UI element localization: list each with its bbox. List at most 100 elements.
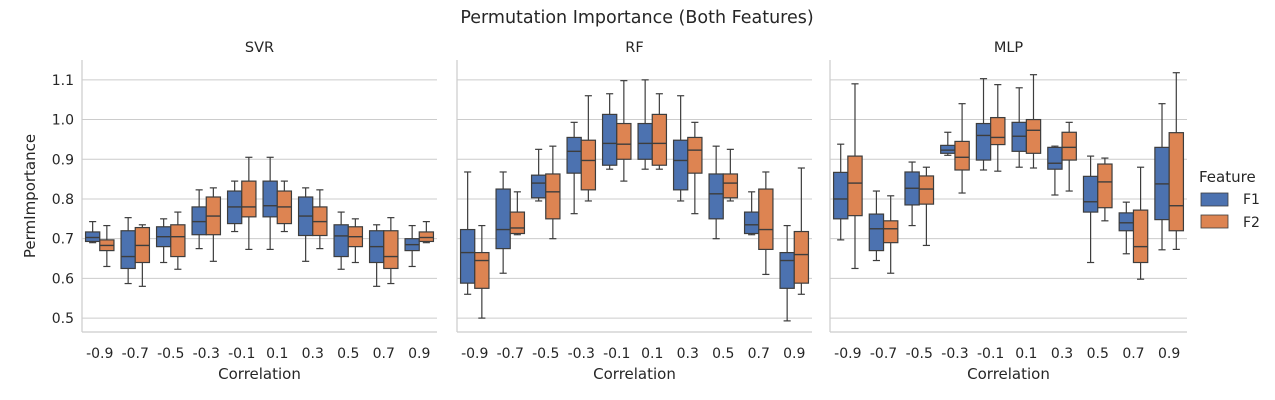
box-f2 xyxy=(1025,74,1042,169)
box-f1 xyxy=(155,218,172,264)
box-f2 xyxy=(793,167,810,295)
box-f1 xyxy=(904,161,920,227)
box-body xyxy=(383,230,399,270)
box-body xyxy=(672,139,689,191)
x-tick-label: 0.3 xyxy=(677,346,699,362)
box-body xyxy=(975,122,992,161)
box-body xyxy=(793,230,810,284)
legend-title: Feature xyxy=(1199,168,1256,186)
box-body xyxy=(687,136,703,174)
x-tick-label: -0.7 xyxy=(870,346,897,362)
box-body xyxy=(847,155,863,217)
box-f1 xyxy=(459,171,476,295)
box-body xyxy=(474,251,490,289)
box-body xyxy=(495,188,511,250)
x-tick-label: -0.9 xyxy=(834,346,861,362)
box-f2 xyxy=(1132,166,1149,280)
box-f2 xyxy=(616,80,632,182)
panel-2: MLP Correlation -0.9 -0.7 -0.5 -0.3 -0.1 0.1 0.3… xyxy=(829,40,1187,383)
box-body xyxy=(743,211,760,235)
x-tick-label: -0.3 xyxy=(941,346,968,362)
panels: 0.5 0.6 0.7 0.8 0.9 1.0 1.1 SVR Correlation PermI… xyxy=(21,40,1187,383)
box-f1 xyxy=(868,190,885,262)
box-f1 xyxy=(297,187,314,262)
box-body xyxy=(1132,209,1149,264)
box-f2 xyxy=(758,171,774,276)
x-tick-label: 0.7 xyxy=(1122,346,1144,362)
box-body xyxy=(170,224,186,258)
box-f1 xyxy=(1082,155,1099,264)
legend-label-f2: F2 xyxy=(1243,215,1260,231)
box-body xyxy=(832,171,849,220)
y-tick-label: 1.0 xyxy=(52,113,74,129)
box-f2 xyxy=(990,84,1006,172)
box-body xyxy=(882,220,899,244)
x-tick-label: 0.5 xyxy=(1087,346,1109,362)
box-body xyxy=(779,251,795,289)
x-tick-label: 0.5 xyxy=(337,346,359,362)
box-body xyxy=(530,174,547,199)
box-f2 xyxy=(722,148,739,202)
box-f1 xyxy=(601,93,618,170)
panel-title: MLP xyxy=(994,40,1024,56)
box-body xyxy=(333,224,349,258)
x-tick-label: 0.3 xyxy=(302,346,324,362)
box-f2 xyxy=(276,180,293,233)
box-body xyxy=(262,180,278,218)
x-tick-label: 0.9 xyxy=(1158,346,1180,362)
legend-label-f1: F1 xyxy=(1243,192,1260,208)
y-tick-label: 1.1 xyxy=(52,73,74,89)
box-body xyxy=(418,231,435,243)
box-f2 xyxy=(918,166,935,247)
box-f2 xyxy=(418,221,435,244)
x-tick-label: 0.5 xyxy=(712,346,734,362)
box-f2 xyxy=(651,93,668,170)
x-tick-label: -0.5 xyxy=(906,346,933,362)
box-f1 xyxy=(940,131,956,156)
box-f1 xyxy=(84,221,101,244)
box-f1 xyxy=(333,211,349,270)
x-tick-label: -0.5 xyxy=(157,346,184,362)
box-f2 xyxy=(687,121,703,215)
legend-swatch-f1 xyxy=(1200,192,1229,207)
box-body xyxy=(459,228,476,284)
box-f1 xyxy=(1011,87,1027,168)
box-f2 xyxy=(1061,121,1077,192)
box-f1 xyxy=(226,180,243,233)
box-body xyxy=(990,116,1006,146)
box-body xyxy=(120,230,136,270)
x-tick-label: -0.5 xyxy=(532,346,559,362)
x-tick-label: -0.9 xyxy=(86,346,113,362)
box-body xyxy=(722,173,739,199)
box-body xyxy=(708,173,724,220)
box-f2 xyxy=(383,217,399,285)
box-f1 xyxy=(404,224,420,268)
x-tick-label: 0.7 xyxy=(373,346,395,362)
x-axis-label: Correlation xyxy=(593,365,676,383)
box-f1 xyxy=(1047,145,1063,196)
x-tick-label: -0.9 xyxy=(461,346,488,362)
box-body xyxy=(758,188,774,251)
box-f1 xyxy=(708,145,724,240)
x-tick-label: 0.1 xyxy=(266,346,288,362)
box-body xyxy=(616,122,632,160)
box-f2 xyxy=(134,224,151,287)
box-f1 xyxy=(368,224,385,287)
panel-1: RF Correlation -0.9 -0.7 -0.5 -0.3 -0.1 0.1 0.3 0… xyxy=(456,40,812,383)
box-f2 xyxy=(882,195,899,274)
figure-title: Permutation Importance (Both Features) xyxy=(460,8,813,28)
box-body xyxy=(241,180,257,218)
y-tick-label: 0.9 xyxy=(52,152,74,168)
box-body xyxy=(1082,175,1099,213)
y-axis-label: PermImportance xyxy=(21,134,39,258)
x-tick-label: -0.7 xyxy=(497,346,524,362)
y-tick-label: 0.7 xyxy=(52,232,74,248)
box-body xyxy=(940,144,956,154)
box-f2 xyxy=(509,191,526,236)
x-tick-label: 0.3 xyxy=(1051,346,1073,362)
y-tick-label: 0.8 xyxy=(52,192,74,208)
box-f1 xyxy=(672,95,689,202)
box-body xyxy=(545,173,561,220)
x-tick-label: -0.1 xyxy=(977,346,1004,362)
